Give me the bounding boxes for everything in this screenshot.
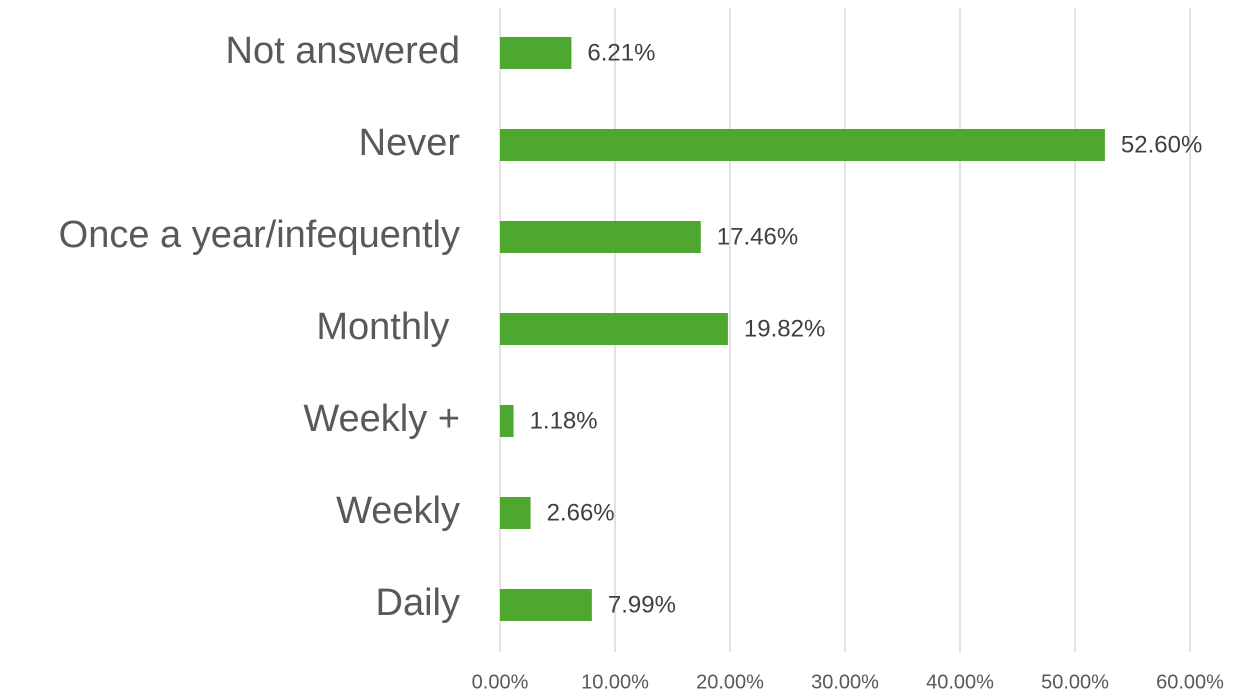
- data-label: 6.21%: [587, 39, 655, 66]
- category-label: Never: [359, 122, 461, 164]
- x-tick-label: 60.00%: [1156, 671, 1224, 693]
- x-tick-label: 50.00%: [1041, 671, 1109, 693]
- bar: [500, 37, 572, 69]
- category-label: Weekly: [336, 490, 460, 532]
- bar: [500, 497, 531, 529]
- x-tick-label: 0.00%: [472, 671, 529, 693]
- data-label: 1.18%: [530, 407, 598, 434]
- bar: [500, 405, 514, 437]
- x-tick-label: 20.00%: [696, 671, 764, 693]
- data-label: 52.60%: [1121, 131, 1202, 158]
- bar: [500, 221, 701, 253]
- category-label: Once a year/infequently: [59, 214, 460, 256]
- x-tick-label: 30.00%: [811, 671, 879, 693]
- data-label: 19.82%: [744, 315, 825, 342]
- bar: [500, 313, 728, 345]
- x-tick-label: 10.00%: [581, 671, 649, 693]
- data-label: 2.66%: [547, 499, 615, 526]
- category-label: Weekly +: [303, 398, 460, 440]
- category-label: Daily: [376, 582, 460, 624]
- bar: [500, 129, 1105, 161]
- data-label: 7.99%: [608, 591, 676, 618]
- bar: [500, 589, 592, 621]
- category-label: Monthly: [316, 306, 460, 348]
- category-label: Not answered: [226, 30, 460, 72]
- x-tick-label: 40.00%: [926, 671, 994, 693]
- data-label: 17.46%: [717, 223, 798, 250]
